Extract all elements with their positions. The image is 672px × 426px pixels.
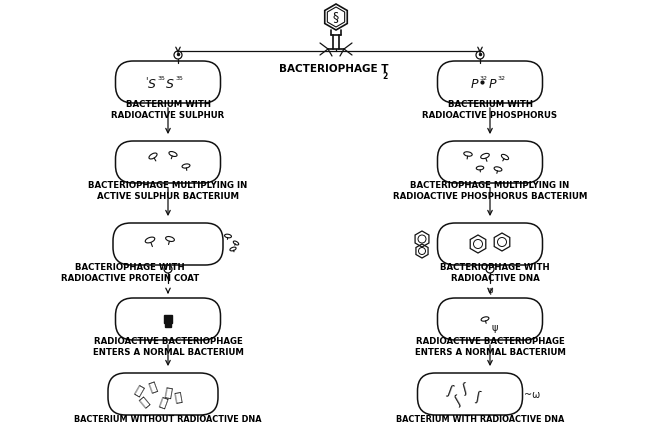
Text: 𝐒: 𝐒 bbox=[138, 394, 152, 409]
Text: 𝐒: 𝐒 bbox=[163, 385, 173, 399]
Text: ψ: ψ bbox=[492, 322, 498, 332]
Text: ʃ: ʃ bbox=[461, 381, 469, 395]
Text: ~ω: ~ω bbox=[524, 389, 540, 399]
Text: BACTERIOPHAGE WITH
RADIOACTIVE DNA: BACTERIOPHAGE WITH RADIOACTIVE DNA bbox=[440, 263, 550, 282]
Text: BACTERIOPHAGE WITH
RADIOACTIVE PROTEIN COAT: BACTERIOPHAGE WITH RADIOACTIVE PROTEIN C… bbox=[61, 263, 199, 282]
Text: 𝐒: 𝐒 bbox=[147, 380, 159, 394]
Text: 2: 2 bbox=[382, 72, 388, 81]
Text: 𝐒: 𝐒 bbox=[157, 394, 169, 409]
Text: ': ' bbox=[144, 76, 147, 86]
Text: RADIOACTIVE BACTERIOPHAGE
ENTERS A NORMAL BACTERIUM: RADIOACTIVE BACTERIOPHAGE ENTERS A NORMA… bbox=[415, 337, 565, 356]
Text: BACTERIUM WITH
RADIOACTIVE PHOSPHORUS: BACTERIUM WITH RADIOACTIVE PHOSPHORUS bbox=[423, 100, 558, 119]
Text: 35: 35 bbox=[176, 75, 184, 81]
Text: 35: 35 bbox=[158, 75, 166, 81]
Text: BACTERIOPHAGE MULTIPLYING IN
RADIOACTIVE PHOSPHORUS BACTERIUM: BACTERIOPHAGE MULTIPLYING IN RADIOACTIVE… bbox=[393, 181, 587, 200]
Text: 32: 32 bbox=[498, 75, 506, 81]
Text: S: S bbox=[166, 78, 174, 91]
Text: BACTERIOPHAGE MULTIPLYING IN
ACTIVE SULPHUR BACTERIUM: BACTERIOPHAGE MULTIPLYING IN ACTIVE SULP… bbox=[89, 181, 247, 200]
Text: 32: 32 bbox=[480, 75, 488, 81]
Text: BACTERIOPHAGE T: BACTERIOPHAGE T bbox=[280, 64, 388, 74]
Text: P: P bbox=[489, 78, 496, 91]
Text: ψ: ψ bbox=[487, 285, 493, 294]
Text: BACTERIUM WITH RADIOACTIVE DNA: BACTERIUM WITH RADIOACTIVE DNA bbox=[396, 414, 564, 423]
Text: ʃ: ʃ bbox=[446, 383, 454, 397]
Text: 𝐒: 𝐒 bbox=[132, 383, 144, 397]
Text: §: § bbox=[333, 11, 339, 23]
Text: BACTERIUM WITHOUT RADIOACTIVE DNA: BACTERIUM WITHOUT RADIOACTIVE DNA bbox=[74, 414, 262, 423]
Text: 𝐒: 𝐒 bbox=[173, 390, 183, 404]
Text: S: S bbox=[148, 78, 156, 91]
Text: RADIOACTIVE BACTERIOPHAGE
ENTERS A NORMAL BACTERIUM: RADIOACTIVE BACTERIOPHAGE ENTERS A NORMA… bbox=[93, 337, 243, 356]
Text: BACTERIUM WITH
RADIOACTIVE SULPHUR: BACTERIUM WITH RADIOACTIVE SULPHUR bbox=[112, 100, 224, 119]
Text: P: P bbox=[470, 78, 478, 91]
Text: ʃ: ʃ bbox=[475, 389, 481, 403]
Text: ʃ: ʃ bbox=[453, 393, 463, 407]
